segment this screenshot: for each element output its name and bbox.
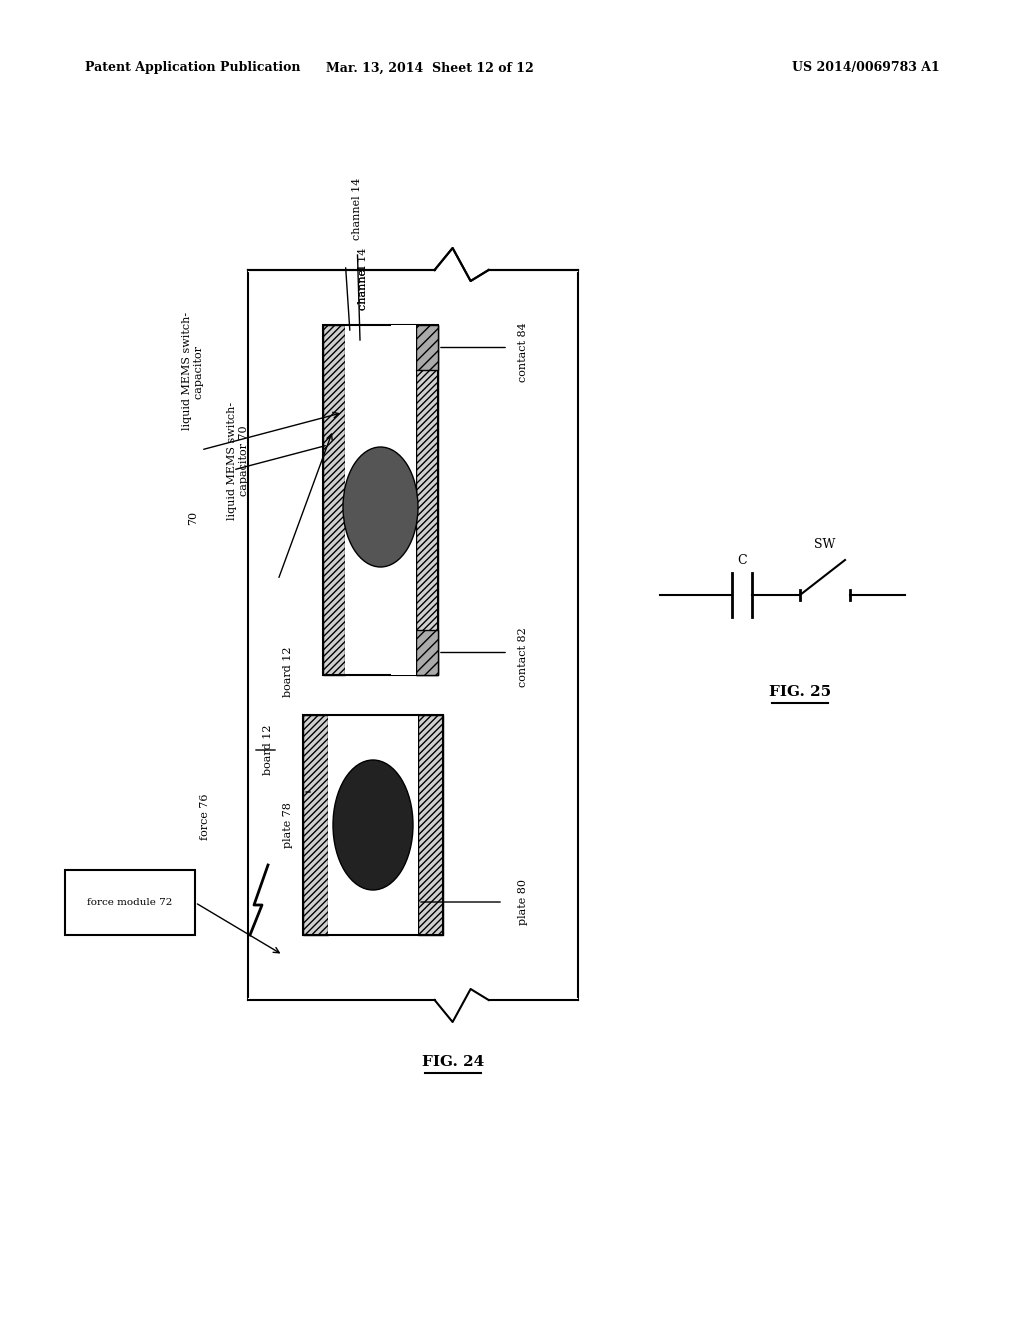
Text: plate 78: plate 78 <box>283 803 293 847</box>
Text: channel: channel <box>358 261 369 310</box>
Bar <box>418 715 443 935</box>
Bar <box>416 630 438 675</box>
Bar <box>303 715 328 935</box>
Text: 70: 70 <box>188 511 198 525</box>
Ellipse shape <box>343 447 418 568</box>
Bar <box>416 325 438 370</box>
Bar <box>65 870 195 935</box>
Text: SW: SW <box>814 539 836 552</box>
Bar <box>328 715 418 935</box>
Bar <box>391 325 416 370</box>
Bar <box>416 325 438 675</box>
Text: liquid MEMS switch-
capacitor 70: liquid MEMS switch- capacitor 70 <box>227 401 249 520</box>
Text: dielectric droplet 54: dielectric droplet 54 <box>369 774 378 876</box>
Bar <box>345 325 416 675</box>
Text: Mar. 13, 2014  Sheet 12 of 12: Mar. 13, 2014 Sheet 12 of 12 <box>326 62 534 74</box>
Bar <box>391 630 416 675</box>
Text: force 76: force 76 <box>200 793 210 840</box>
Text: FIG. 25: FIG. 25 <box>769 685 831 700</box>
Bar <box>323 325 438 675</box>
Text: board 12: board 12 <box>283 647 293 697</box>
Text: C: C <box>737 553 746 566</box>
Bar <box>248 271 578 1001</box>
Text: force module 72: force module 72 <box>87 898 173 907</box>
Text: US 2014/0069783 A1: US 2014/0069783 A1 <box>793 62 940 74</box>
Bar <box>303 715 443 935</box>
Text: board 12: board 12 <box>263 725 273 775</box>
Ellipse shape <box>333 760 413 890</box>
Text: Patent Application Publication: Patent Application Publication <box>85 62 300 74</box>
Bar <box>323 325 345 675</box>
Text: channel 14: channel 14 <box>358 248 369 310</box>
Text: FIG. 24: FIG. 24 <box>422 1055 484 1069</box>
Text: conductive
droplet 74: conductive droplet 74 <box>371 479 390 535</box>
Text: contact 82: contact 82 <box>518 627 528 688</box>
Text: contact 84: contact 84 <box>518 322 528 383</box>
Text: plate 80: plate 80 <box>518 879 528 925</box>
Text: channel 14: channel 14 <box>352 178 362 240</box>
Text: liquid MEMS switch-
capacitor: liquid MEMS switch- capacitor <box>182 312 204 430</box>
